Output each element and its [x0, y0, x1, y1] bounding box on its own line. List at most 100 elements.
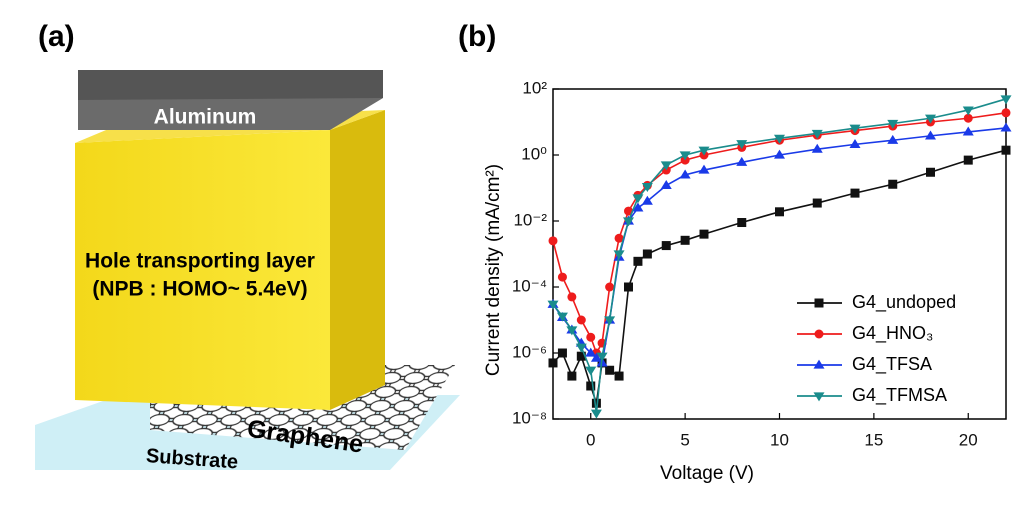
y-tick-label: 10⁰ [521, 144, 547, 163]
marker [849, 124, 861, 134]
marker [699, 229, 709, 239]
marker [774, 134, 785, 144]
marker [586, 332, 596, 342]
marker [811, 129, 823, 139]
marker [736, 140, 748, 150]
y-tick-label: 10² [522, 78, 547, 97]
htl-front [75, 130, 330, 410]
marker [585, 366, 597, 376]
marker [925, 114, 936, 124]
aluminum-top [78, 70, 383, 100]
y-tick-label: 10⁻⁸ [512, 408, 547, 427]
marker [698, 146, 710, 156]
marker [774, 149, 785, 159]
marker [811, 143, 823, 153]
marker [590, 409, 602, 419]
marker [962, 126, 974, 136]
marker [596, 352, 608, 362]
marker [1001, 108, 1011, 118]
marker [590, 352, 602, 362]
legend-label: G4_HNO₃ [852, 323, 933, 344]
marker [575, 343, 587, 353]
series-line [552, 149, 1007, 404]
marker [614, 233, 624, 243]
marker [567, 371, 577, 381]
marker [605, 282, 615, 292]
marker [849, 138, 861, 148]
htl-side [330, 110, 385, 410]
layer-label: Hole transporting layer [85, 250, 315, 273]
marker [576, 351, 586, 361]
x-tick-label: 0 [586, 430, 595, 449]
marker [642, 249, 652, 259]
marker [624, 282, 633, 292]
layer-label: (NPB : HOMO~ 5.4eV) [92, 278, 307, 301]
legend-label: G4_TFSA [852, 354, 932, 375]
marker [737, 218, 747, 228]
marker [632, 194, 644, 204]
marker [591, 398, 601, 408]
marker [586, 381, 596, 391]
marker [641, 183, 653, 193]
marker [632, 202, 644, 212]
legend-label: G4_undoped [852, 292, 956, 313]
x-tick-label: 20 [959, 430, 978, 449]
marker [557, 348, 567, 358]
marker [887, 119, 899, 129]
marker [775, 207, 784, 217]
marker [680, 235, 690, 245]
marker [925, 130, 936, 140]
marker [679, 169, 691, 179]
marker [585, 347, 597, 357]
marker [926, 167, 935, 177]
marker [813, 359, 825, 369]
legend-label: G4_TFMSA [852, 385, 947, 406]
marker [556, 312, 568, 322]
marker [567, 292, 577, 302]
marker [576, 315, 586, 325]
marker [604, 316, 616, 326]
marker [813, 392, 825, 402]
x-axis-label: Voltage (V) [660, 463, 754, 484]
marker [814, 329, 824, 339]
marker [812, 198, 822, 208]
marker [660, 161, 672, 171]
marker [1001, 145, 1011, 155]
y-axis-label: Current density (mA/cm²) [483, 164, 504, 376]
panel-label: (a) [38, 20, 75, 53]
marker [963, 113, 973, 123]
y-tick-label: 10⁻² [513, 210, 547, 229]
marker [736, 156, 748, 166]
marker [887, 134, 899, 144]
y-tick-label: 10⁻⁶ [512, 342, 547, 361]
marker [548, 358, 558, 368]
marker [963, 155, 973, 165]
marker [698, 164, 710, 174]
marker [557, 272, 567, 282]
panel-label: (b) [458, 20, 496, 53]
layer-label: Aluminum [154, 106, 257, 129]
marker [547, 300, 559, 310]
marker [641, 195, 653, 205]
marker [814, 298, 824, 308]
marker [633, 256, 643, 266]
marker [624, 206, 633, 216]
marker [613, 250, 625, 260]
marker [1000, 95, 1012, 105]
marker [623, 217, 634, 227]
y-tick-label: 10⁻⁴ [512, 276, 547, 295]
marker [962, 106, 974, 116]
x-tick-label: 15 [864, 430, 883, 449]
marker [888, 179, 898, 189]
marker [660, 179, 672, 189]
x-tick-label: 10 [770, 430, 789, 449]
x-tick-label: 5 [680, 430, 689, 449]
series-line [552, 112, 1007, 355]
marker [614, 371, 624, 381]
marker [850, 188, 860, 198]
marker [661, 241, 671, 251]
marker [1000, 122, 1012, 132]
marker [679, 151, 691, 161]
